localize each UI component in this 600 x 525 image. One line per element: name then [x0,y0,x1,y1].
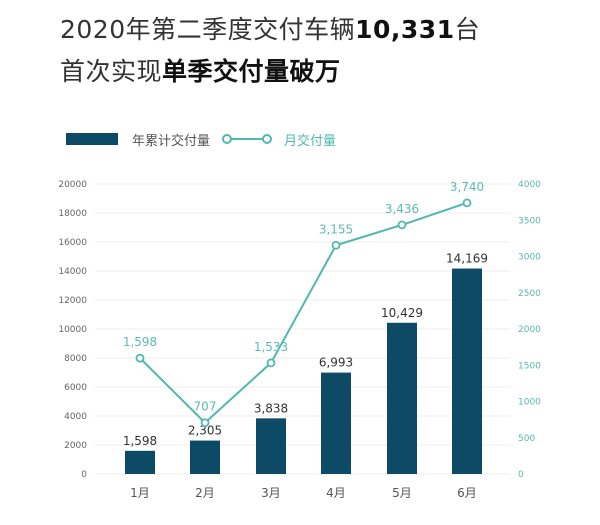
line-value-label: 3,436 [385,202,419,216]
left-tick-label: 18000 [58,209,87,219]
bar-value-label: 14,169 [446,252,488,266]
left-tick-label: 2000 [64,441,87,451]
bar [125,450,155,474]
category-labels: 1月 2月 3月 4月 5月 6月 [130,486,477,500]
right-tick-label: 3500 [518,216,541,226]
category-label: 2月 [195,486,215,500]
bar-value-label: 10,429 [381,306,423,320]
legend-label-monthly: 月交付量 [284,133,337,149]
bar [387,322,417,474]
line-value-label: 3,155 [319,222,353,236]
bar-value-label: 2,305 [188,424,222,438]
left-tick-label: 10000 [58,325,87,335]
bar [452,268,482,474]
title-prefix: 2020年第二季度交付车辆 [60,15,356,44]
bar-value-label: 3,838 [254,401,288,415]
left-tick-label: 8000 [64,354,87,364]
right-tick-label: 2000 [518,325,541,335]
right-axis-ticks: 0 500 1000 1500 2000 2500 3000 3500 4000 [518,180,541,480]
line-point [331,240,341,250]
bar-value-label: 1,598 [123,434,157,448]
line-value-label: 707 [194,400,217,414]
left-tick-label: 16000 [58,238,87,248]
right-tick-label: 500 [518,434,535,444]
right-tick-label: 1000 [518,398,541,408]
title-suffix: 台 [454,15,481,44]
left-tick-label: 6000 [64,383,87,393]
bar [321,372,351,474]
right-tick-label: 2500 [518,289,541,299]
title-highlight-number: 10,331 [355,15,455,44]
left-tick-label: 20000 [58,180,87,190]
left-tick-label: 12000 [58,296,87,306]
chart-title-line1: 2020年第二季度交付车辆10,331台 [60,10,480,46]
bar-value-label: 6,993 [319,356,353,370]
line-value-label: 1,533 [254,340,288,354]
category-label: 5月 [392,486,412,500]
line-value-label: 1,598 [123,335,157,349]
right-tick-label: 1500 [518,361,541,371]
monthly-line [139,201,468,425]
line-point [462,198,472,208]
right-tick-label: 4000 [518,180,541,190]
right-tick-label: 3000 [518,253,541,263]
subtitle-highlight: 单季交付量破万 [162,57,341,86]
gridlines [95,183,510,475]
line-value-label: 3,740 [450,180,484,194]
line-point [266,358,276,368]
category-label: 6月 [457,486,477,500]
legend-label-cumulative: 年累计交付量 [132,133,211,149]
legend-bar-swatch [66,133,118,145]
bar-series [125,268,482,474]
line-series: 1,598 707 1,533 3,155 3,436 3,740 [123,180,484,428]
left-tick-label: 14000 [58,267,87,277]
legend-line-swatch [222,134,273,144]
left-tick-label: 4000 [64,412,87,422]
category-label: 1月 [130,486,150,500]
subtitle-prefix: 首次实现 [60,57,163,86]
right-tick-label: 0 [518,470,524,480]
chart-title-line2: 首次实现单季交付量破万 [60,52,341,88]
legend: 年累计交付量 月交付量 [66,129,336,149]
left-tick-label: 0 [81,470,87,480]
left-axis-ticks: 0 2000 4000 6000 8000 10000 12000 14000 16000 180… [58,180,87,480]
line-point [397,220,407,230]
bar-labels: 1,598 2,305 3,838 6,993 10,429 14,169 [123,252,488,448]
category-label: 3月 [261,486,281,500]
bar [256,418,286,474]
category-label: 4月 [326,486,346,500]
line-point [135,353,145,363]
line-point [200,418,210,428]
bar [190,440,220,474]
